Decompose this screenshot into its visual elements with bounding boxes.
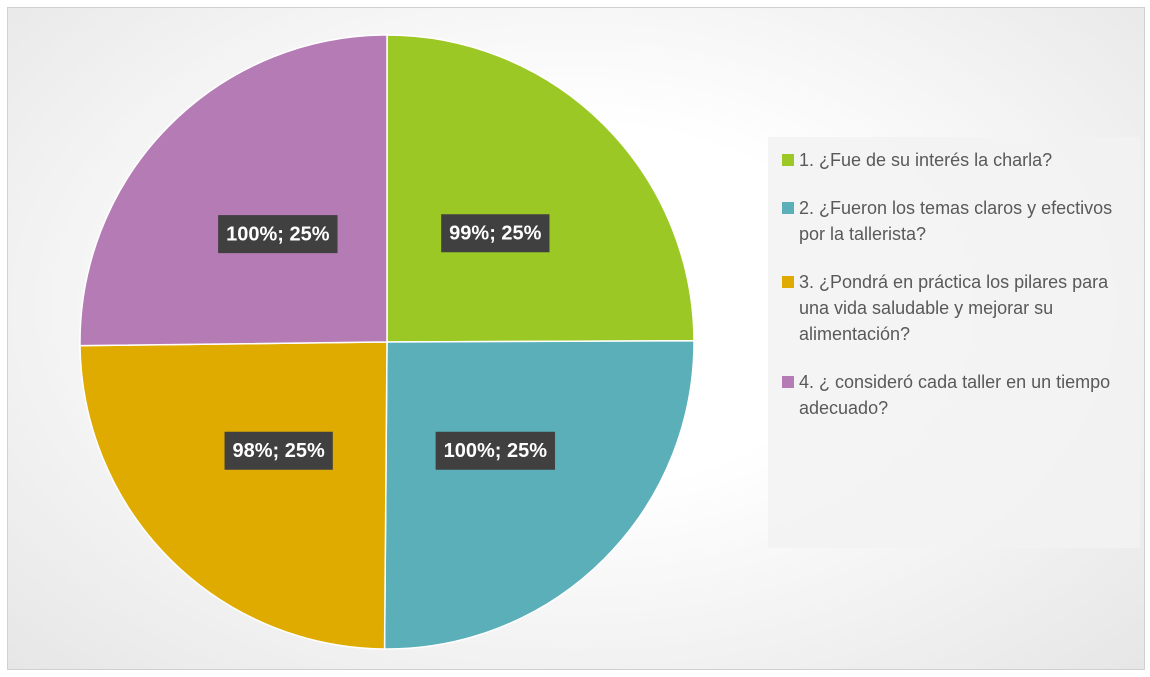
legend-label: 1. ¿Fue de su interés la charla? — [799, 150, 1053, 170]
legend-item: 2. ¿Fueron los temas claros y efectivos … — [782, 195, 1128, 247]
data-label: 100%; 25% — [444, 440, 548, 462]
legend-swatch — [782, 202, 794, 214]
data-label-box — [441, 214, 550, 253]
legend-swatch — [782, 154, 794, 166]
data-label-box — [218, 215, 338, 254]
data-label: 98%; 25% — [233, 440, 325, 462]
legend-label: 3. ¿Pondrá en práctica los pilares para … — [799, 272, 1114, 344]
legend-label: 4. ¿ consideró cada taller en un tiempo … — [799, 372, 1116, 418]
pie-slice — [79, 341, 388, 650]
legend: 1. ¿Fue de su interés la charla? 2. ¿Fuer… — [768, 137, 1140, 548]
data-label-box — [435, 431, 556, 470]
legend-item: 3. ¿Pondrá en práctica los pilares para … — [782, 269, 1128, 347]
legend-label: 2. ¿Fueron los temas claros y efectivos … — [799, 198, 1118, 244]
data-label: 100%; 25% — [226, 223, 330, 245]
pie-slice — [386, 34, 695, 343]
pie-slice — [383, 340, 695, 650]
legend-swatch — [782, 276, 794, 288]
legend-swatch — [782, 376, 794, 388]
data-label: 99%; 25% — [449, 223, 541, 245]
legend-item: 1. ¿Fue de su interés la charla? — [782, 147, 1128, 173]
pie-slice — [79, 34, 388, 347]
data-label-box — [224, 431, 333, 470]
legend-item: 4. ¿ consideró cada taller en un tiempo … — [782, 369, 1128, 421]
